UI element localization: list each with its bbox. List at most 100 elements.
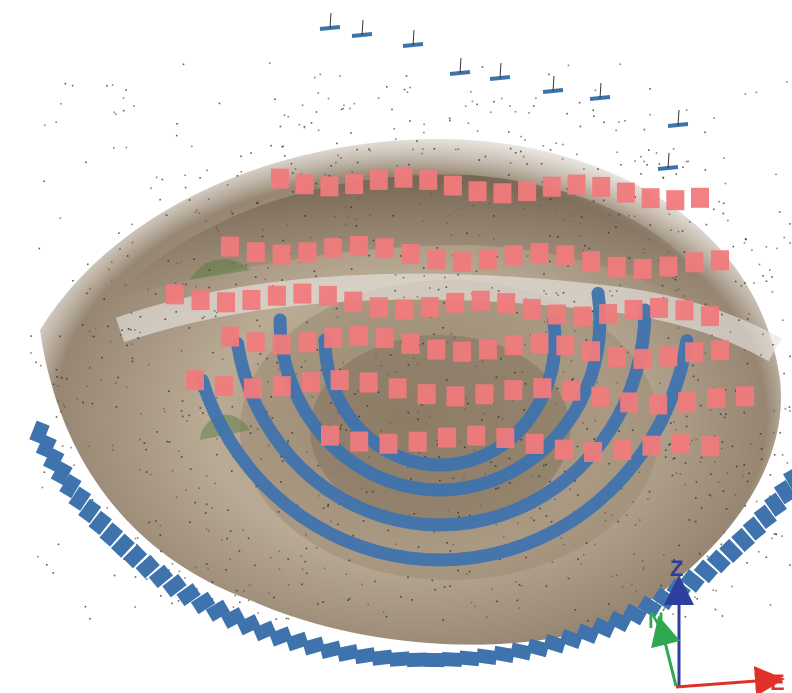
camera-marker: [607, 256, 626, 277]
camera-marker: [298, 242, 317, 263]
point: [541, 181, 544, 183]
point: [275, 618, 277, 620]
point: [52, 572, 55, 574]
point: [345, 573, 348, 576]
point: [721, 313, 723, 316]
camera-marker: [591, 386, 610, 407]
point: [163, 407, 165, 410]
point: [608, 462, 610, 465]
point: [335, 161, 337, 164]
point: [306, 321, 308, 324]
point: [695, 438, 697, 441]
point: [585, 339, 588, 341]
point: [539, 507, 541, 510]
point: [206, 169, 208, 172]
point: [409, 120, 411, 122]
point: [562, 143, 564, 146]
point: [436, 443, 439, 446]
point: [531, 474, 533, 477]
camera-marker: [344, 291, 363, 312]
point: [91, 498, 94, 501]
camera-marker: [497, 293, 516, 314]
point: [452, 543, 454, 546]
point: [131, 360, 134, 363]
point: [59, 335, 61, 338]
point: [125, 386, 128, 389]
point: [457, 273, 460, 276]
point: [182, 63, 185, 66]
camera-marker: [148, 564, 174, 589]
point: [458, 515, 460, 518]
point: [342, 361, 344, 364]
camera-marker: [324, 328, 343, 349]
point: [434, 588, 436, 591]
point: [327, 503, 329, 506]
point: [576, 153, 578, 156]
point: [181, 415, 184, 418]
point: [543, 290, 545, 292]
point: [88, 445, 90, 448]
point: [295, 373, 298, 376]
point: [357, 197, 360, 199]
point: [743, 411, 745, 414]
point: [316, 349, 319, 351]
point: [557, 236, 559, 238]
point: [176, 123, 178, 125]
point: [372, 239, 375, 242]
point: [706, 555, 709, 558]
point: [38, 247, 41, 250]
point: [311, 396, 314, 398]
point: [407, 363, 410, 366]
camera-marker: [446, 292, 465, 313]
point: [433, 531, 435, 533]
point: [281, 279, 283, 281]
point: [460, 207, 463, 210]
camera-marker: [620, 392, 639, 413]
point: [113, 574, 116, 577]
point: [238, 550, 241, 552]
point: [709, 409, 712, 411]
point: [291, 172, 294, 174]
point: [282, 239, 284, 242]
point: [726, 472, 729, 474]
point: [762, 333, 764, 336]
point: [377, 391, 380, 393]
point: [131, 357, 134, 360]
camera-marker: [35, 434, 57, 459]
point: [771, 537, 773, 540]
point: [148, 363, 150, 366]
point: [350, 268, 353, 270]
point: [126, 344, 128, 347]
point: [287, 115, 290, 118]
point: [509, 147, 512, 150]
point: [694, 520, 697, 523]
point: [188, 414, 191, 417]
point: [591, 310, 594, 313]
point: [722, 212, 725, 215]
point: [59, 217, 62, 219]
point: [240, 155, 242, 158]
point: [198, 487, 200, 489]
point: [664, 449, 667, 451]
camera-marker: [271, 168, 289, 189]
point: [60, 103, 62, 105]
point: [449, 119, 451, 122]
point: [278, 550, 281, 553]
camera-marker: [622, 603, 647, 626]
point: [437, 288, 440, 291]
point: [722, 490, 725, 492]
point: [85, 161, 87, 164]
point: [705, 223, 708, 226]
point: [76, 398, 79, 400]
point: [186, 420, 188, 422]
point: [569, 488, 571, 490]
point: [113, 111, 115, 114]
point: [191, 145, 193, 148]
point: [222, 358, 224, 361]
point: [482, 412, 485, 415]
point: [499, 558, 501, 560]
camera-marker: [667, 152, 670, 169]
point: [731, 585, 733, 588]
point: [683, 295, 685, 297]
